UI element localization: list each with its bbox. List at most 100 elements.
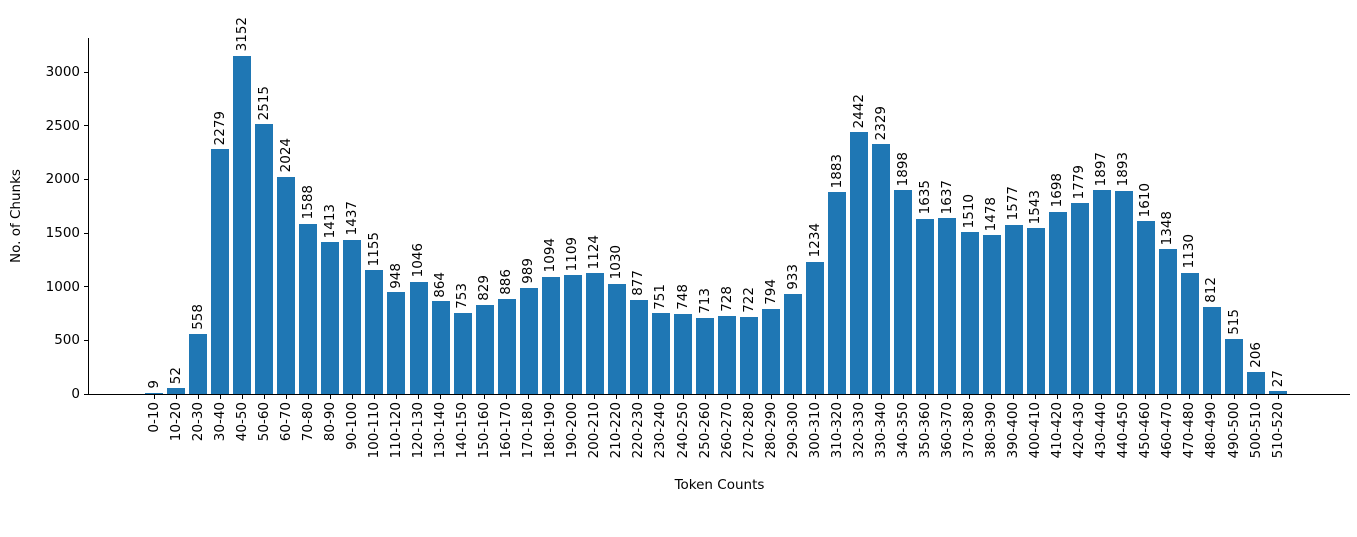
bar-value-label: 829 — [476, 275, 493, 301]
x-tick-label: 100-110 — [365, 402, 382, 459]
bar-value-label: 52 — [167, 367, 184, 385]
bar — [1180, 272, 1199, 394]
x-tick-label: 370-380 — [961, 402, 977, 459]
x-tick — [814, 395, 816, 399]
bar — [828, 191, 847, 394]
bar — [211, 149, 230, 394]
x-tick — [241, 395, 243, 399]
bar-value-label: 1577 — [1005, 186, 1022, 221]
x-tick — [329, 395, 331, 399]
bar — [696, 317, 714, 394]
bar — [255, 124, 274, 394]
bar-value-label: 27 — [1269, 369, 1286, 388]
x-tick — [1255, 395, 1257, 399]
x-axis-title: Token Counts — [674, 477, 765, 493]
bar — [1202, 306, 1221, 394]
y-tick — [84, 339, 88, 341]
bar — [718, 315, 736, 394]
x-tick-label: 270-280 — [740, 402, 757, 459]
bar — [563, 275, 582, 394]
x-tick — [197, 395, 199, 399]
x-tick — [1145, 395, 1147, 399]
bar — [1114, 190, 1133, 394]
bar — [629, 299, 648, 394]
bar-value-label: 1637 — [938, 179, 955, 215]
bar — [740, 316, 759, 394]
x-tick-label: 340-350 — [894, 402, 911, 459]
bar — [894, 190, 913, 394]
bar — [453, 313, 472, 394]
x-tick — [858, 395, 860, 399]
bar-value-label: 948 — [387, 262, 404, 289]
bar-value-label: 2329 — [872, 105, 889, 140]
x-tick-label: 30-40 — [211, 402, 228, 442]
x-tick — [263, 395, 265, 399]
x-tick — [1035, 395, 1037, 399]
bar-value-label: 1109 — [564, 236, 581, 271]
bar-value-label: 1543 — [1027, 190, 1044, 225]
x-tick-label: 440-450 — [1115, 402, 1132, 459]
bar — [1247, 371, 1265, 394]
x-tick — [616, 395, 618, 399]
x-tick-label: 90-100 — [343, 402, 360, 450]
bar — [1070, 203, 1089, 394]
bar-value-label: 1155 — [365, 231, 382, 266]
y-tick — [84, 286, 88, 288]
y-tick-label: 500 — [54, 332, 80, 349]
bar — [1158, 249, 1177, 394]
bar — [167, 388, 185, 394]
y-tick — [84, 125, 88, 127]
x-tick — [307, 395, 309, 399]
bar — [1269, 391, 1287, 394]
x-tick — [1013, 395, 1015, 399]
x-tick — [836, 395, 838, 399]
bar-value-label: 1898 — [894, 151, 911, 187]
x-tick — [153, 395, 155, 399]
y-tick — [84, 232, 88, 234]
bar-value-label: 812 — [1203, 277, 1220, 303]
x-tick-label: 20-30 — [189, 402, 206, 442]
x-tick-label: 70-80 — [299, 402, 316, 442]
bar-value-label: 2279 — [211, 111, 228, 146]
bar-value-label: 713 — [696, 287, 713, 314]
x-tick — [704, 395, 706, 399]
y-tick-label: 0 — [71, 386, 80, 402]
x-tick-label: 150-160 — [476, 402, 493, 459]
bar-value-label: 1893 — [1115, 152, 1132, 187]
x-tick — [506, 395, 508, 399]
bar — [343, 239, 362, 394]
bar-value-label: 1046 — [410, 243, 426, 278]
bar-value-label: 558 — [189, 304, 206, 331]
x-tick — [550, 395, 552, 399]
x-tick-label: 310-320 — [828, 402, 845, 459]
bar — [475, 305, 494, 394]
bar — [409, 281, 428, 394]
bar — [806, 261, 825, 394]
x-tick — [924, 395, 926, 399]
y-tick-label: 2500 — [45, 117, 80, 134]
bar-value-label: 9 — [145, 380, 162, 389]
bar-value-label: 1883 — [828, 153, 845, 188]
x-tick-label: 390-400 — [1005, 402, 1022, 459]
x-tick-label: 160-170 — [498, 402, 515, 459]
x-tick-label: 330-340 — [872, 402, 889, 459]
x-tick-label: 170-180 — [520, 402, 537, 459]
x-tick-label: 400-410 — [1027, 402, 1044, 459]
bar-value-label: 1348 — [1159, 210, 1176, 246]
bar-value-label: 1234 — [806, 223, 823, 258]
y-tick — [84, 71, 88, 73]
x-tick — [484, 395, 486, 399]
x-tick — [219, 395, 221, 399]
x-tick-label: 250-260 — [696, 402, 713, 459]
bar-value-label: 1130 — [1181, 234, 1198, 269]
x-tick — [991, 395, 992, 399]
bar-value-label: 864 — [432, 271, 448, 298]
x-tick-label: 200-210 — [586, 402, 603, 459]
bar — [233, 55, 252, 394]
bar-value-label: 1413 — [321, 203, 338, 239]
bar — [938, 218, 957, 394]
bar-value-label: 1437 — [343, 201, 360, 236]
x-tick-label: 40-50 — [233, 402, 250, 442]
x-tick-label: 260-270 — [718, 402, 735, 459]
x-tick-label: 430-440 — [1093, 402, 1110, 459]
